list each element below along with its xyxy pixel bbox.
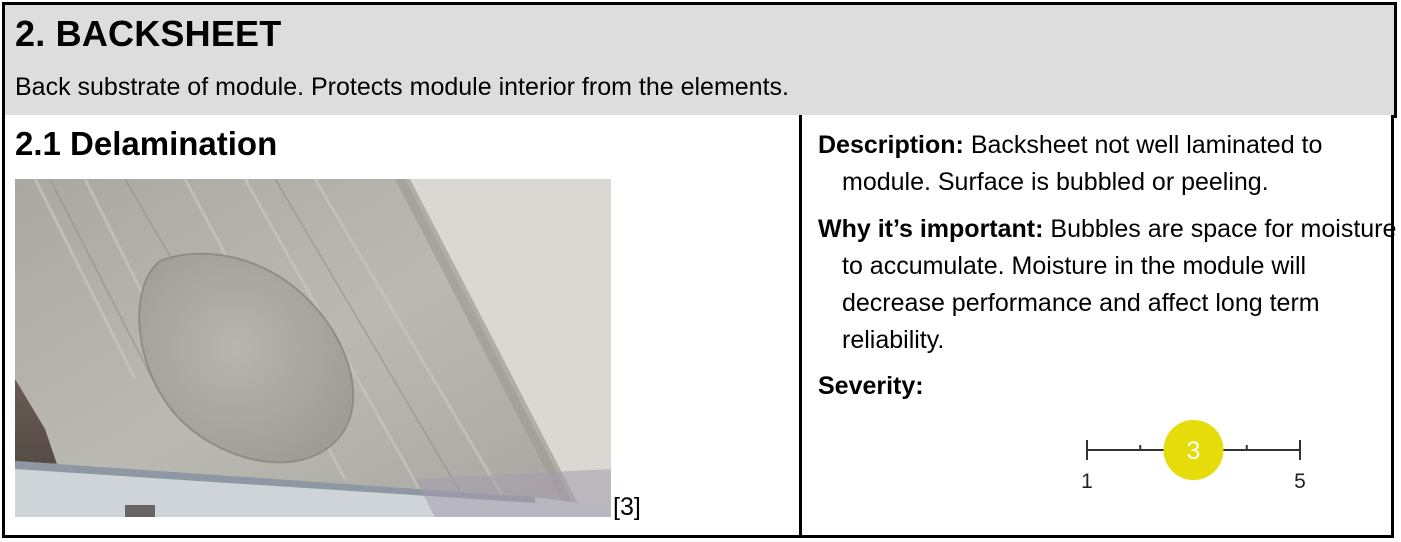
severity-scale: 3 1 5	[1081, 420, 1306, 493]
scale-max-label: 5	[1294, 470, 1306, 493]
description-paragraph: Description: Backsheet not well laminate…	[818, 127, 1401, 201]
severity-label: Severity:	[818, 372, 924, 400]
section-subtitle: Back substrate of module. Protects modul…	[15, 73, 789, 101]
description-text: Backsheet not well laminated to module. …	[842, 131, 1323, 196]
severity-value: 3	[1187, 437, 1201, 465]
scale-min-label: 1	[1081, 470, 1093, 493]
importance-paragraph: Why it’s important: Bubbles are space fo…	[818, 211, 1401, 359]
description-label: Description:	[818, 131, 964, 159]
severity-marker	[1163, 420, 1224, 480]
importance-label: Why it’s important:	[818, 215, 1044, 243]
importance-text: Bubbles are space for moisture to accumu…	[842, 215, 1397, 354]
defect-title: 2.1 Delamination	[15, 125, 278, 162]
delamination-photo	[15, 179, 611, 517]
defect-info-panel: Description: Backsheet not well laminate…	[799, 115, 1396, 538]
image-reference: [3]	[613, 493, 641, 521]
section-header: 2. BACKSHEET Back substrate of module. P…	[2, 2, 1397, 118]
defect-image-panel: 2.1 Delamination	[2, 115, 802, 538]
section-title: 2. BACKSHEET	[15, 13, 282, 54]
